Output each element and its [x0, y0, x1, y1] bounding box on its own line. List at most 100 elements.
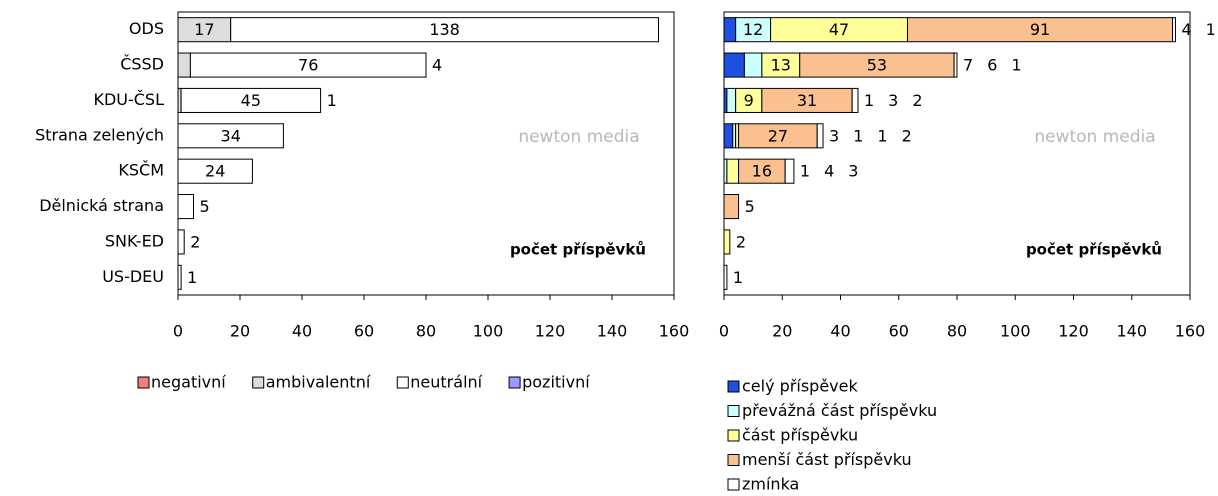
bar-segment [723, 52, 745, 78]
bar-segment [177, 52, 191, 78]
data-label: 3 [829, 126, 839, 145]
data-label: 31 [797, 91, 817, 110]
bar-segment [230, 17, 659, 43]
x-tick-label: 60 [889, 322, 909, 341]
x-tick-label: 120 [535, 322, 566, 341]
data-label: 2 [190, 232, 200, 251]
data-label: 1 [1206, 20, 1216, 39]
bar-segment [177, 123, 284, 149]
legend-label: pozitivní [522, 373, 590, 392]
data-label: 24 [205, 162, 225, 181]
data-label: 1 [327, 91, 337, 110]
y-tick-label: ČSSD [120, 55, 164, 74]
bar-segment [735, 17, 772, 43]
watermark: newton media [1034, 127, 1155, 147]
annotation: počet příspěvků [1026, 241, 1162, 259]
legend-label: převážná část příspěvku [742, 401, 937, 420]
data-label: 2 [902, 126, 912, 145]
data-label: 4 [1181, 20, 1191, 39]
bar-segment [723, 194, 740, 220]
data-label: 6 [987, 56, 997, 75]
data-label: 2 [912, 91, 922, 110]
data-label: 1 [853, 126, 863, 145]
data-label: 138 [429, 20, 460, 39]
data-label: 1 [877, 126, 887, 145]
data-label: 34 [221, 126, 241, 145]
bar-segment [723, 123, 734, 149]
bar-segment [177, 264, 182, 290]
bar-segment [953, 52, 958, 78]
data-label: 7 [963, 56, 973, 75]
y-tick-label: KSČM [118, 161, 164, 180]
legend-swatch [727, 454, 740, 466]
x-tick-label: 0 [719, 322, 729, 341]
bar-segment [180, 87, 322, 113]
bar-segment [726, 87, 737, 113]
x-tick-label: 100 [1000, 322, 1031, 341]
bar-segment [743, 52, 763, 78]
bar-segment [177, 194, 194, 220]
data-label: 4 [432, 56, 442, 75]
bar-segment [738, 123, 818, 149]
data-label: 3 [888, 91, 898, 110]
legend-swatch [508, 376, 521, 389]
bar-segment [726, 158, 740, 184]
data-label: 1 [800, 162, 810, 181]
x-tick-label: 60 [354, 322, 374, 341]
bar-segment [1172, 17, 1176, 43]
data-label: 1 [733, 268, 743, 287]
bar-segment [816, 123, 824, 149]
x-tick-label: 160 [1175, 322, 1206, 341]
bar-segment [177, 229, 185, 255]
x-tick-label: 140 [597, 322, 628, 341]
bar-segment [761, 87, 853, 113]
legend-swatch [727, 405, 740, 417]
x-tick-label: 100 [473, 322, 504, 341]
y-tick-label: KDU-ČSL [93, 90, 164, 109]
x-tick-label: 140 [1116, 322, 1147, 341]
bar-segment [738, 158, 786, 184]
data-label: 5 [200, 197, 210, 216]
legend-swatch [252, 376, 265, 389]
bar-segment [799, 52, 955, 78]
x-tick-label: 20 [772, 322, 792, 341]
x-tick-label: 40 [830, 322, 850, 341]
data-label: 76 [298, 56, 318, 75]
bar-segment [851, 87, 859, 113]
data-label: 45 [241, 91, 261, 110]
bar-segment [723, 229, 731, 255]
watermark: newton media [518, 127, 639, 147]
data-label: 2 [736, 232, 746, 251]
legend-label: ambivalentní [266, 373, 371, 392]
y-tick-label: SNK-ED [105, 231, 164, 250]
legend-label: zmínka [742, 475, 799, 493]
x-tick-label: 0 [173, 322, 183, 341]
x-tick-label: 80 [947, 322, 967, 341]
y-tick-label: US-DEU [102, 267, 164, 286]
bar-segment [189, 52, 427, 78]
y-tick-label: Strana zelených [35, 125, 164, 144]
bar-segment [723, 17, 737, 43]
legend-label: celý příspěvek [742, 377, 858, 396]
data-label: 1 [864, 91, 874, 110]
legend-label: menší část příspěvku [742, 450, 912, 469]
y-tick-label: Dělnická strana [39, 196, 164, 215]
data-label: 1 [1011, 56, 1021, 75]
bar-segment [906, 17, 1174, 43]
data-label: 5 [745, 197, 755, 216]
legend-swatch [396, 376, 409, 389]
data-label: 91 [1030, 20, 1050, 39]
legend-swatch [727, 429, 740, 442]
annotation: počet příspěvků [510, 241, 646, 259]
data-label: 27 [768, 126, 788, 145]
data-label: 13 [771, 56, 791, 75]
y-tick-label: ODS [129, 19, 164, 38]
x-tick-label: 80 [416, 322, 436, 341]
bar-segment [735, 87, 763, 113]
x-tick-label: 120 [1058, 322, 1089, 341]
bar-segment [177, 158, 253, 184]
legend-label: neutrální [410, 373, 482, 392]
legend-label: negativní [151, 373, 226, 392]
x-tick-label: 160 [659, 322, 690, 341]
